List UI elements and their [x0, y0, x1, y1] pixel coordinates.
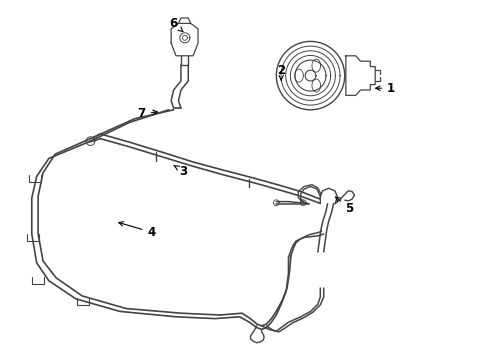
Text: 3: 3: [174, 165, 187, 177]
Text: 6: 6: [169, 17, 183, 32]
Text: 1: 1: [375, 82, 394, 95]
Text: 7: 7: [138, 107, 157, 120]
Text: 5: 5: [335, 197, 353, 215]
Text: 2: 2: [277, 64, 285, 80]
Text: 4: 4: [119, 222, 155, 239]
